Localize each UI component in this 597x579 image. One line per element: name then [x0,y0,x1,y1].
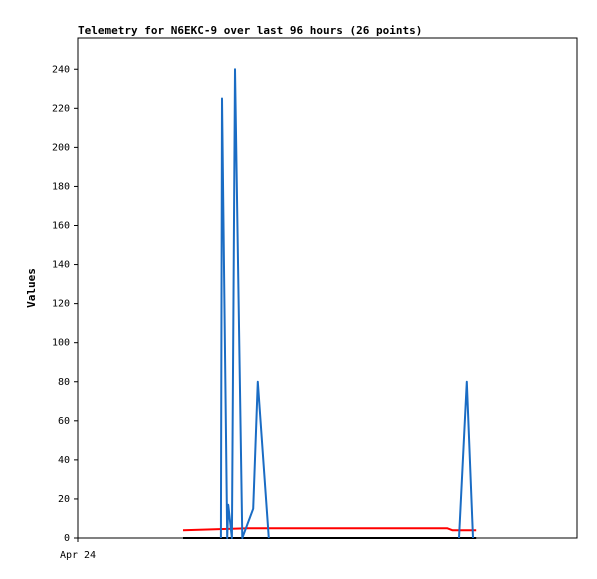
series-line [219,68,474,539]
y-tick-label: 0 [64,533,70,544]
y-tick-label: 200 [52,142,70,153]
chart-title: Telemetry for N6EKC-9 over last 96 hours… [78,24,422,37]
y-tick-label: 80 [58,377,70,388]
y-tick-label: 160 [52,221,70,232]
y-tick-label: 20 [58,494,70,505]
y-tick-label: 100 [52,338,70,349]
y-tick-label: 140 [52,260,70,271]
y-tick-label: 60 [58,416,70,427]
y-tick-label: 120 [52,299,70,310]
y-axis-label: Values [25,268,38,308]
x-tick-label: Apr 24 [60,550,96,561]
y-tick-label: 220 [52,103,70,114]
y-tick-label: 40 [58,455,70,466]
y-tick-label: 180 [52,181,70,192]
plot-frame [77,37,578,539]
y-tick-label: 240 [52,64,70,75]
